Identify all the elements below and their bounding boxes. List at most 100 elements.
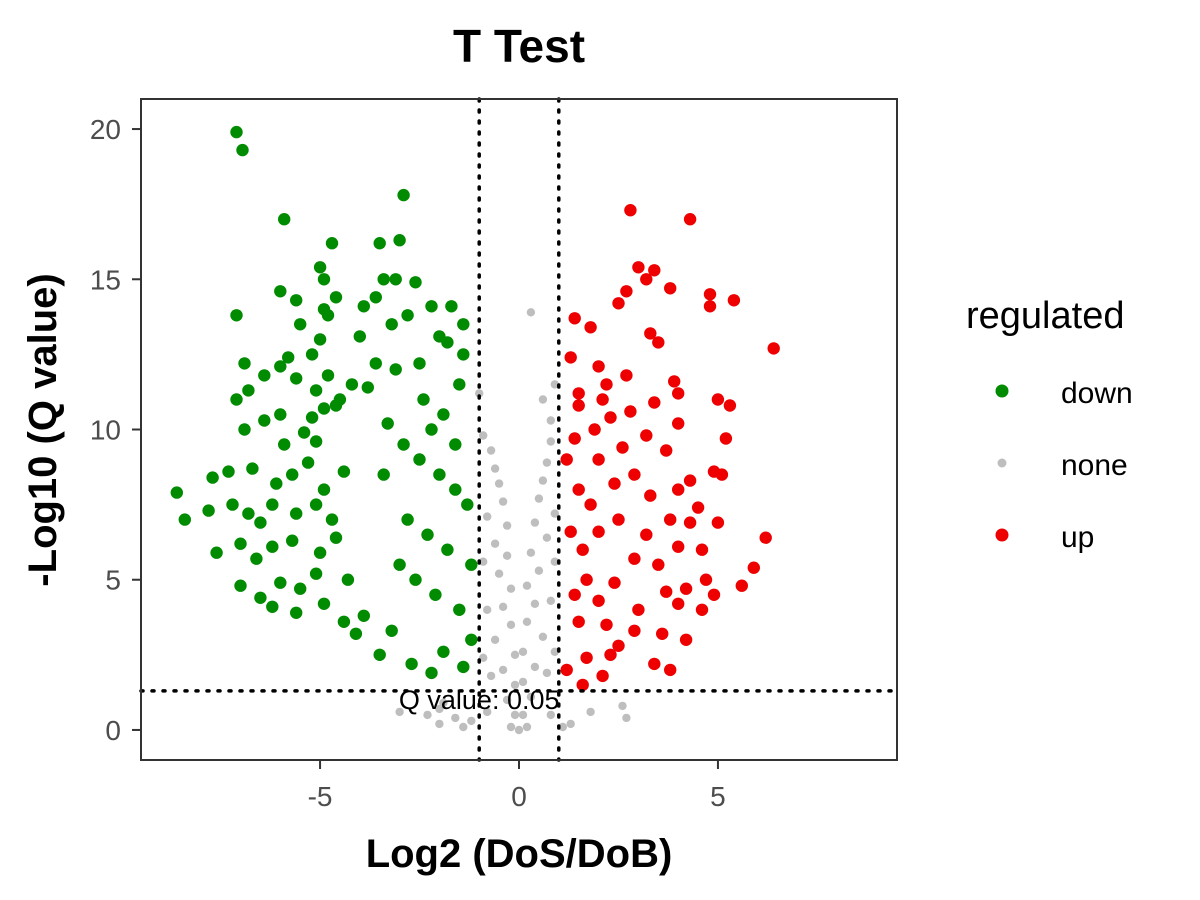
point-down (309, 567, 323, 580)
point-up (580, 573, 593, 586)
point-down (449, 438, 462, 451)
point-none (530, 599, 540, 608)
point-down (246, 462, 259, 475)
point-down (441, 336, 454, 349)
point-down (274, 285, 287, 298)
point-down (313, 261, 327, 274)
point-none (502, 551, 512, 560)
point-down (413, 453, 426, 466)
point-down (345, 378, 359, 391)
point-none (538, 395, 548, 404)
point-up (711, 516, 725, 529)
point-down (369, 291, 382, 304)
point-down (222, 465, 235, 478)
point-down (170, 486, 183, 499)
point-up (580, 651, 593, 664)
point-down (254, 591, 267, 604)
legend-label-up: up (1061, 521, 1094, 554)
point-up (572, 615, 585, 628)
point-none (550, 557, 559, 566)
point-none (546, 596, 555, 605)
point-down (210, 546, 223, 559)
point-down (329, 399, 343, 412)
point-none (498, 497, 508, 506)
point-none (479, 653, 488, 662)
point-down (417, 393, 430, 406)
point-down (385, 318, 398, 331)
point-down (282, 351, 295, 364)
point-up (592, 594, 605, 607)
point-down (409, 573, 422, 586)
point-down (341, 573, 355, 586)
point-none (486, 446, 496, 455)
point-up (584, 321, 597, 334)
point-none (534, 566, 544, 575)
point-down (309, 384, 323, 397)
point-down (357, 300, 370, 313)
point-down (457, 318, 470, 331)
point-down (465, 558, 478, 571)
point-down (236, 143, 249, 157)
point-down (393, 558, 406, 571)
point-none (546, 710, 555, 720)
point-down (234, 579, 247, 592)
point-up (672, 540, 685, 553)
point-up (624, 204, 637, 217)
point-none (586, 707, 595, 717)
threshold-lines (139, 97, 899, 762)
point-down (230, 125, 243, 139)
point-down (258, 414, 271, 427)
point-down (405, 657, 418, 671)
point-up (707, 588, 721, 601)
point-down (238, 357, 251, 370)
point-down (389, 273, 402, 286)
point-none (546, 437, 555, 446)
point-none (479, 557, 488, 566)
point-none (546, 416, 555, 425)
point-down (317, 402, 331, 415)
point-up (568, 432, 581, 445)
point-up (596, 669, 609, 683)
point-none (439, 698, 448, 708)
point-down (317, 273, 331, 286)
point-none (502, 695, 512, 705)
point-up (588, 423, 601, 436)
legend-key-up (995, 528, 1009, 542)
point-down (242, 507, 255, 520)
point-none (498, 602, 508, 611)
point-none (510, 680, 520, 690)
point-down (393, 234, 406, 247)
point-down (377, 468, 390, 481)
point-none (490, 464, 500, 473)
point-down (389, 363, 402, 376)
point-down (325, 513, 339, 526)
point-up (683, 516, 697, 529)
point-down (453, 378, 466, 391)
point-up (747, 561, 760, 574)
point-up (656, 627, 669, 640)
point-none (510, 650, 520, 659)
point-down (449, 483, 462, 496)
point-down (425, 300, 438, 313)
point-down (313, 546, 327, 559)
point-down (425, 666, 438, 680)
point-none (483, 707, 492, 717)
point-up (679, 633, 693, 646)
point-up (711, 393, 725, 406)
point-up (691, 501, 705, 514)
point-up (616, 441, 629, 454)
point-none (526, 308, 536, 317)
point-none (506, 584, 516, 593)
point-down (250, 552, 263, 565)
point-down (230, 393, 243, 406)
point-none (542, 668, 552, 678)
point-none (494, 479, 504, 488)
point-up (624, 405, 637, 418)
point-up (608, 576, 621, 589)
point-up (660, 444, 673, 457)
point-down (377, 273, 390, 286)
point-none (475, 389, 484, 398)
point-up (620, 369, 633, 382)
point-up (652, 336, 665, 349)
point-up (612, 513, 625, 526)
